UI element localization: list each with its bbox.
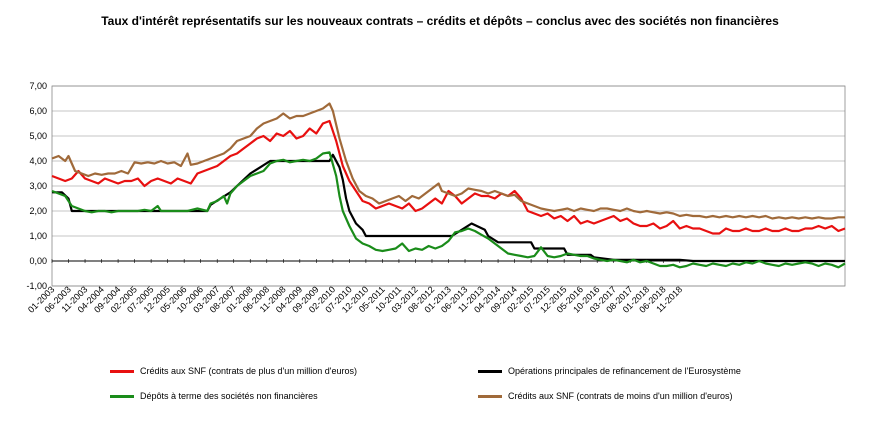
y-tick-label: 2,00 — [29, 206, 47, 216]
series-credits-plus-million — [51, 119, 846, 235]
y-tick-label: 6,00 — [29, 106, 47, 116]
legend-swatch-deposits — [110, 394, 134, 398]
y-tick-label: 3,00 — [29, 181, 47, 191]
y-tick-label: 1,00 — [29, 231, 47, 241]
legend-label-credits-moins: Crédits aux SNF (contrats de moins d'un … — [508, 391, 733, 401]
y-tick-label: 7,00 — [29, 81, 47, 91]
series-lines — [51, 102, 846, 269]
legend-item-credits-moins: Crédits aux SNF (contrats de moins d'un … — [478, 389, 733, 403]
y-tick-labels: -1,00 0,00 1,00 2,00 3,00 4,00 5,00 6,00 7,00 — [26, 81, 47, 291]
legend-item-deposits: Dépôts à terme des sociétés non financiè… — [110, 389, 318, 403]
series-term-deposits — [51, 151, 846, 269]
chart-title: Taux d'intérêt représentatifs sur les no… — [101, 14, 779, 28]
legend-item-credits-plus: Crédits aux SNF (contrats de plus d'un m… — [110, 364, 357, 378]
y-tick-label: 4,00 — [29, 156, 47, 166]
y-tick-label: 0,00 — [29, 256, 47, 266]
plot-area-frame — [51, 85, 846, 287]
y-tick-label: -1,00 — [26, 281, 47, 291]
legend-label-deposits: Dépôts à terme des sociétés non financiè… — [140, 391, 318, 401]
x-tick-labels: 01-200306-200311-200304-200409-200402-20… — [26, 284, 684, 314]
legend-label-credits-plus: Crédits aux SNF (contrats de plus d'un m… — [140, 366, 358, 376]
gridlines — [52, 85, 845, 287]
legend-swatch-credits-moins — [478, 394, 502, 398]
legend-swatch-refinancing — [478, 369, 502, 373]
legend-label-refinancing: Opérations principales de refinancement … — [508, 366, 741, 376]
legend-item-refinancing: Opérations principales de refinancement … — [478, 364, 741, 378]
y-tick-label: 5,00 — [29, 131, 47, 141]
series-credits-moins-million — [51, 102, 845, 220]
series-refinancing-rate — [52, 153, 845, 263]
legend-swatch-credits-plus — [110, 369, 134, 373]
